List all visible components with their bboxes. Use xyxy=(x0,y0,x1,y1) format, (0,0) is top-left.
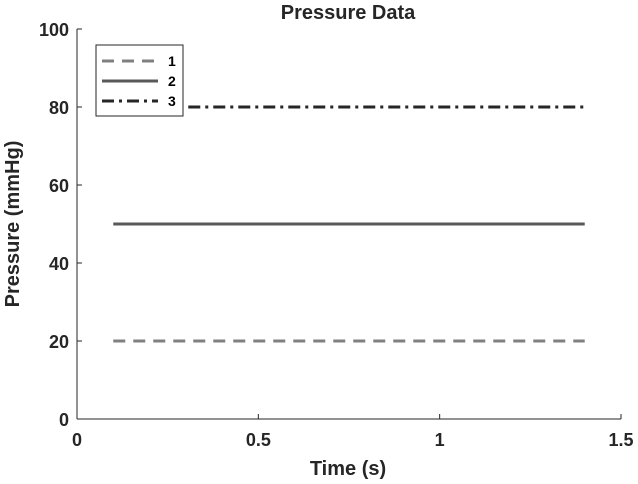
y-tick-label: 20 xyxy=(49,332,69,352)
legend: 1 2 3 xyxy=(95,44,184,117)
x-axis-label: Time (s) xyxy=(310,458,386,480)
y-tick-label: 40 xyxy=(49,254,69,274)
x-tick-label: 1.5 xyxy=(608,430,633,450)
y-tick-label: 80 xyxy=(49,98,69,118)
y-tick-label: 100 xyxy=(39,20,69,40)
axes-layer: 0 0.5 1 1.5 0 20 40 60 80 100 xyxy=(39,20,634,450)
legend-label-2: 2 xyxy=(168,73,176,89)
y-tick-label: 0 xyxy=(59,410,69,430)
legend-label-1: 1 xyxy=(168,53,176,69)
x-tick-label: 0.5 xyxy=(246,430,271,450)
x-tick-label: 1 xyxy=(435,430,445,450)
x-tick-label: 0 xyxy=(72,430,82,450)
y-axis-label: Pressure (mmHg) xyxy=(2,141,24,308)
legend-label-3: 3 xyxy=(168,93,176,109)
series-layer xyxy=(113,105,585,343)
y-tick-label: 60 xyxy=(49,176,69,196)
chart-title: Pressure Data xyxy=(281,2,416,24)
